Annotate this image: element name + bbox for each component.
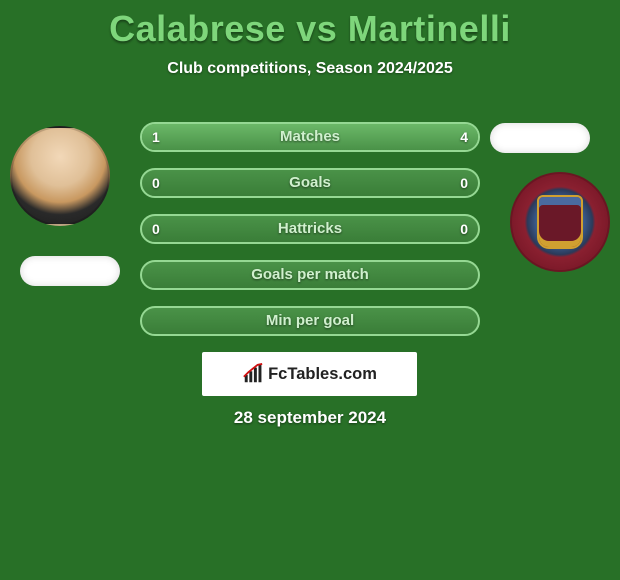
stat-row: 14Matches (140, 122, 480, 152)
stat-label: Matches (142, 124, 478, 150)
stat-row: Goals per match (140, 260, 480, 290)
stat-row: Min per goal (140, 306, 480, 336)
stat-row: 00Goals (140, 168, 480, 198)
stat-label: Goals (142, 170, 478, 196)
stat-label: Goals per match (142, 262, 478, 288)
page-title: Calabrese vs Martinelli (0, 0, 620, 50)
subtitle: Club competitions, Season 2024/2025 (0, 60, 620, 78)
stat-label: Hattricks (142, 216, 478, 242)
player-right-flag (490, 123, 590, 153)
player-left-avatar (10, 126, 110, 226)
date-text: 28 september 2024 (0, 408, 620, 428)
player-left-flag (20, 256, 120, 286)
stats-bars: 14Matches 00Goals 00Hattricks Goals per mat… (140, 122, 480, 352)
brand-text: FcTables.com (268, 365, 377, 384)
stat-label: Min per goal (142, 308, 478, 334)
stat-row: 00Hattricks (140, 214, 480, 244)
player-right-avatar (510, 172, 610, 272)
brand-box: FcTables.com (202, 352, 417, 396)
chart-icon (242, 363, 264, 385)
